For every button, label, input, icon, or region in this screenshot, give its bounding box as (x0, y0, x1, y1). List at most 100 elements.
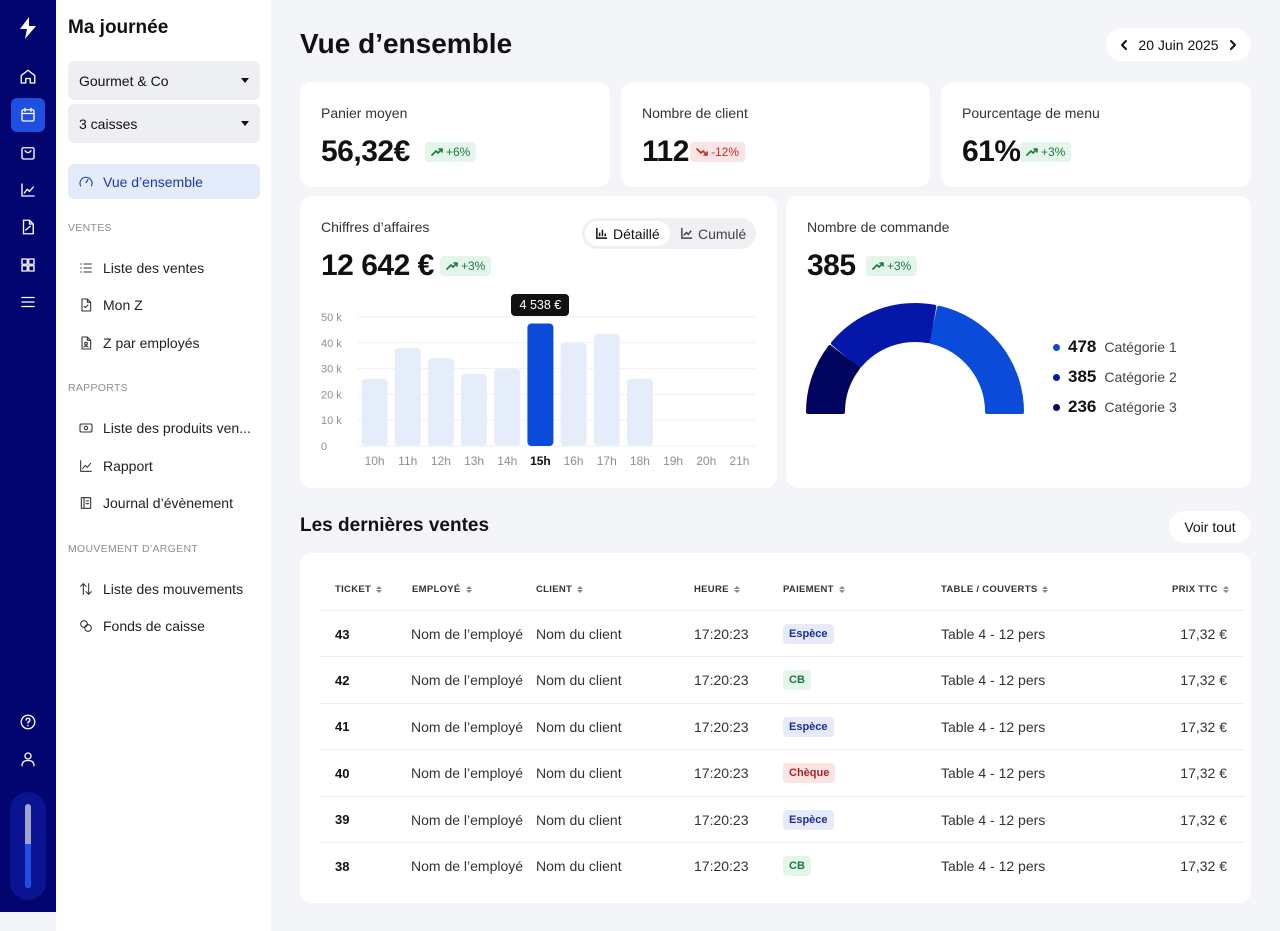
table-header-col-table[interactable]: TABLE / COUVERTS (941, 584, 1049, 595)
sidebar-item-products-sold[interactable]: Liste des produits ven... (68, 410, 260, 445)
grid-icon[interactable] (11, 248, 45, 282)
bar-14h[interactable] (494, 368, 521, 446)
chevron-right-icon[interactable] (1227, 39, 1239, 51)
table-header-label: TABLE / COUVERTS (941, 584, 1038, 595)
gauge-icon (79, 176, 93, 187)
date-picker[interactable]: 20 Juin 2025 (1106, 28, 1251, 61)
y-tick-label: 10 k (321, 415, 342, 427)
cell-employee: Nom de l’employé (411, 858, 524, 874)
cell-ticket: 39 (335, 812, 350, 828)
table-row[interactable]: 40 Nom de l’employé Nom du client 17:20:23 C… (320, 749, 1245, 795)
x-tick-label: 16h (564, 454, 584, 468)
document-icon[interactable] (11, 210, 45, 244)
table-row[interactable]: 41 Nom de l’employé Nom du client 17:20:23 E… (320, 702, 1245, 749)
cell-client: Nom du client (536, 858, 622, 874)
cell-ticket: 41 (335, 719, 350, 735)
trend-up-icon (446, 262, 458, 270)
sidebar-item-movements[interactable]: Liste des mouvements (68, 571, 260, 606)
toggle-detail-button[interactable]: Détaillé (585, 221, 670, 246)
trend-up-icon (872, 262, 884, 270)
table-header-col-ticket[interactable]: TICKET (335, 584, 383, 595)
gauge-segment-3[interactable] (806, 345, 860, 414)
sort-icon (1222, 586, 1229, 593)
bar-18h[interactable] (626, 378, 653, 446)
shopping-bag-icon[interactable] (11, 136, 45, 170)
sidebar-item-overview[interactable]: Vue d’ensemble (68, 164, 260, 199)
gauge-segment-2[interactable] (830, 303, 937, 368)
table-row[interactable]: 42 Nom de l’employé Nom du client 17:20:23 C… (320, 656, 1245, 702)
sidebar-item-sales-list[interactable]: Liste des ventes (68, 250, 260, 285)
bar-15h[interactable] (527, 323, 554, 446)
brand-logo-icon[interactable] (11, 11, 45, 45)
table-header-col-payment[interactable]: PAIEMENT (783, 584, 845, 595)
trend-badge: -12% (690, 142, 746, 162)
cell-table: Table 4 - 12 pers (941, 811, 1046, 828)
bar-11h[interactable] (394, 347, 421, 446)
volume-slider-track[interactable] (25, 804, 31, 888)
cell-ticket: 40 (335, 765, 350, 781)
caisses-select[interactable]: 3 caisses (68, 104, 260, 143)
table-row[interactable]: 43 Nom de l’employé Nom du client 17:20:23 E… (320, 610, 1245, 656)
bar-17h[interactable] (593, 333, 620, 446)
cell-client: Nom du client (536, 626, 622, 642)
list-icon (80, 262, 92, 273)
chevron-left-icon[interactable] (1118, 39, 1130, 51)
bar-12h[interactable] (427, 358, 454, 446)
user-icon[interactable] (11, 742, 45, 776)
x-tick-label: 14h (497, 454, 517, 468)
sidebar-item-report[interactable]: Rapport (68, 448, 260, 483)
table-header-col-time[interactable]: HEURE (694, 584, 740, 595)
volume-slider[interactable] (10, 792, 46, 900)
help-icon[interactable] (11, 705, 45, 739)
gauge-segment-1[interactable] (929, 305, 1024, 414)
cell-table: Table 4 - 12 pers (941, 718, 1046, 735)
table-header-col-employee[interactable]: EMPLOYÉ (412, 584, 472, 595)
home-icon[interactable] (11, 60, 45, 94)
cell-payment: Chèque (783, 750, 836, 796)
sidebar-item-cash-fund[interactable]: Fonds de caisse (68, 608, 260, 643)
sidebar-item-mon-z[interactable]: Mon Z (68, 287, 260, 322)
orders-value: 385 (807, 249, 856, 282)
coins-icon (80, 619, 92, 632)
y-tick-label: 20 k (321, 389, 342, 401)
caisses-select-value: 3 caisses (79, 115, 138, 132)
x-tick-label: 17h (597, 454, 617, 468)
sales-table: TICKET EMPLOYÉ CLIENT HEURE PAIEMENT TABLE / … (300, 553, 1251, 903)
sidebar-item-z-employees[interactable]: Z par employés (68, 325, 260, 360)
bar-13h[interactable] (461, 373, 488, 446)
cell-ticket: 42 (335, 672, 350, 688)
line-chart-icon (80, 459, 92, 472)
trend-badge-value: +3% (1041, 145, 1066, 159)
cell-time: 17:20:23 (694, 858, 749, 874)
trend-up-icon (1026, 148, 1038, 156)
journal-icon (80, 496, 92, 509)
x-tick-label: 21h (729, 454, 749, 468)
sidebar-item-event-log[interactable]: Journal d’évènement (68, 485, 260, 520)
table-header-label: TICKET (335, 584, 372, 595)
receipt-icon (79, 422, 93, 433)
table-row[interactable]: 38 Nom de l’employé Nom du client 17:20:23 C… (320, 842, 1245, 888)
sort-icon (733, 586, 740, 593)
table-header-label: HEURE (694, 584, 729, 595)
line-chart-icon[interactable] (11, 173, 45, 207)
calendar-icon[interactable] (11, 98, 45, 132)
arrows-up-down-icon (80, 582, 92, 595)
sidebar-item-label: Liste des mouvements (103, 580, 244, 597)
restaurant-select[interactable]: Gourmet & Co (68, 61, 260, 100)
cell-employee: Nom de l’employé (411, 672, 524, 689)
legend-dot (1053, 343, 1060, 351)
cell-price: 17,32 € (1180, 626, 1227, 642)
see-all-button[interactable]: Voir tout (1169, 511, 1251, 543)
bar-tooltip: 4 538 € (511, 294, 570, 317)
bar-16h[interactable] (560, 342, 587, 446)
menu-icon[interactable] (11, 285, 45, 319)
sidebar-item-label: Z par employés (103, 334, 200, 351)
y-tick-label: 40 k (321, 338, 342, 350)
table-header-col-price[interactable]: PRIX TTC (1172, 584, 1229, 595)
table-header-col-client[interactable]: CLIENT (536, 584, 584, 595)
toggle-cumul-button[interactable]: Cumulé (670, 221, 756, 246)
sidebar-item-label: Journal d’évènement (103, 494, 233, 511)
bar-10h[interactable] (361, 378, 388, 446)
table-row[interactable]: 39 Nom de l’employé Nom du client 17:20:23 E… (320, 795, 1245, 842)
kpi-card-clients: Nombre de client 112 -12% (621, 82, 930, 187)
